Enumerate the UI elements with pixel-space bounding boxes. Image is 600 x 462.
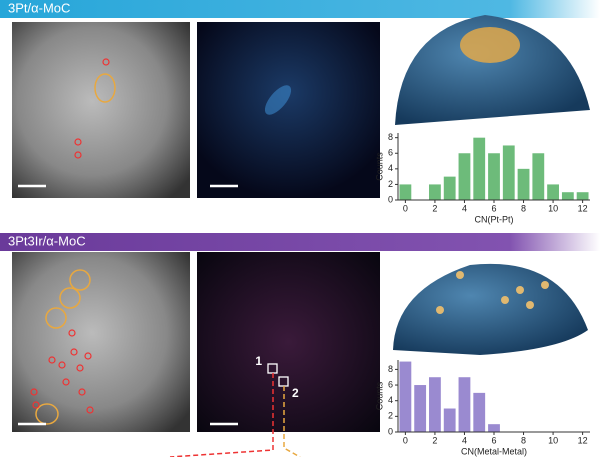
x-tick-label: 10 — [548, 435, 558, 445]
hotspot — [264, 85, 292, 115]
eds-map — [197, 252, 380, 432]
y-tick-label: 6 — [388, 379, 393, 389]
stem-image — [12, 22, 190, 198]
bar — [488, 424, 500, 432]
y-tick-label: 2 — [388, 411, 393, 421]
x-tick-label: 6 — [491, 435, 496, 445]
connector — [169, 373, 274, 458]
y-tick-label: 0 — [388, 194, 393, 204]
pt-cluster — [460, 27, 520, 63]
stem-image — [12, 252, 190, 432]
x-tick-label: 0 — [403, 435, 408, 445]
roi-label: 2 — [292, 386, 299, 400]
bar — [458, 377, 471, 432]
bar — [517, 168, 530, 200]
circle — [69, 269, 91, 291]
x-tick-label: 4 — [462, 203, 467, 213]
circle-group — [30, 329, 94, 414]
particle-model — [395, 15, 590, 125]
roi-label: 1 — [255, 354, 262, 368]
x-tick-label: 6 — [491, 203, 496, 213]
x-tick-label: 4 — [462, 435, 467, 445]
circle — [94, 73, 116, 103]
y-tick-label: 8 — [388, 132, 393, 142]
bar — [414, 385, 427, 432]
x-tick-label: 12 — [578, 435, 588, 445]
x-tick-label: 8 — [521, 203, 526, 213]
connector — [283, 386, 301, 458]
x-tick-label: 10 — [548, 203, 558, 213]
bar — [473, 392, 486, 432]
y-tick-label: 4 — [388, 395, 393, 405]
x-tick-label: 8 — [521, 435, 526, 445]
x-axis-label: CN(Pt-Pt) — [475, 214, 514, 224]
bar — [576, 192, 589, 200]
circle — [74, 138, 82, 146]
x-tick-label: 0 — [403, 203, 408, 213]
y-tick-label: 4 — [388, 163, 393, 173]
eds-map — [197, 22, 380, 198]
banner — [0, 233, 600, 251]
circle — [45, 307, 67, 329]
y-tick-label: 8 — [388, 364, 393, 374]
bar — [429, 377, 441, 432]
bar — [488, 153, 500, 200]
banner — [0, 0, 600, 18]
bar — [458, 153, 471, 200]
circle — [35, 403, 59, 425]
panel-label: 3Pt/α-MoC — [8, 0, 70, 15]
y-tick-label: 2 — [388, 179, 393, 189]
particle-model — [393, 263, 588, 355]
bar — [502, 145, 515, 200]
x-tick-label: 2 — [432, 203, 437, 213]
bar — [443, 408, 456, 432]
x-tick-label: 12 — [578, 203, 588, 213]
x-tick-label: 2 — [432, 435, 437, 445]
bar — [429, 184, 441, 200]
bar — [532, 153, 545, 200]
bar — [399, 361, 412, 432]
circle — [59, 287, 81, 309]
bar — [561, 192, 574, 200]
bar — [443, 176, 456, 200]
bar — [399, 184, 412, 200]
ir-atoms — [436, 271, 549, 314]
y-axis-label: Counts — [374, 381, 384, 410]
x-axis-label: CN(Metal-Metal) — [461, 446, 527, 456]
y-tick-label: 6 — [388, 148, 393, 158]
circle — [74, 151, 82, 159]
circle — [102, 58, 110, 66]
panel-label: 3Pt3Ir/α-MoC — [8, 233, 86, 248]
bar — [473, 137, 486, 200]
y-axis-label: Counts — [374, 152, 384, 181]
bar — [547, 184, 559, 200]
y-tick-label: 0 — [388, 426, 393, 436]
